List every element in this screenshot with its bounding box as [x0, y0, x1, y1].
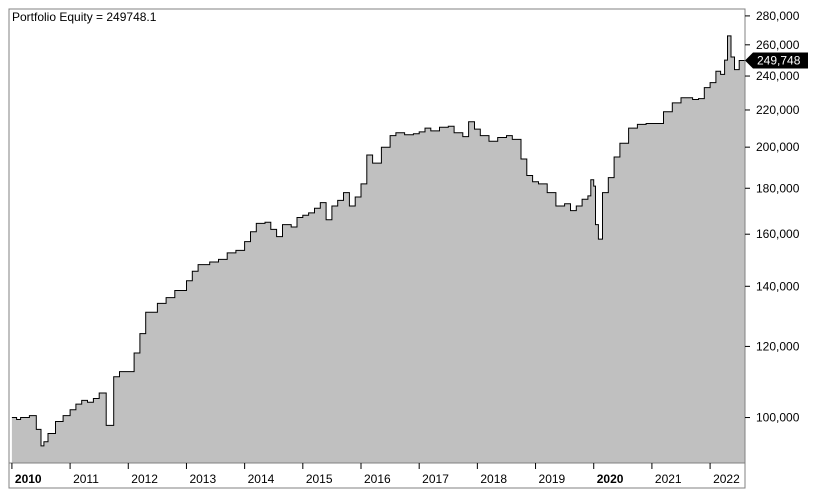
x-tick-label: 2014: [248, 472, 275, 486]
x-tick-label: 2010: [15, 472, 42, 486]
last-value-label: 249,748: [757, 54, 801, 68]
y-tick-label: 140,000: [756, 279, 800, 293]
equity-area: [11, 35, 745, 464]
y-tick-label: 200,000: [756, 140, 800, 154]
x-tick-label: 2022: [713, 472, 740, 486]
x-tick-label: 2012: [131, 472, 158, 486]
last-value-badge: [745, 52, 808, 69]
x-tick-label: 2019: [539, 472, 566, 486]
y-tick-label: 240,000: [756, 69, 800, 83]
y-tick-label: 280,000: [756, 9, 800, 23]
x-tick-label: 2017: [422, 472, 449, 486]
x-tick-label: 2013: [189, 472, 216, 486]
y-tick-label: 260,000: [756, 38, 800, 52]
x-tick-label: 2011: [73, 472, 99, 486]
x-tick-label: 2021: [655, 472, 682, 486]
chart-title: Portfolio Equity = 249748.1: [12, 10, 157, 24]
y-tick-label: 100,000: [756, 411, 800, 425]
x-tick-label: 2018: [480, 472, 507, 486]
x-tick-label: 2015: [306, 472, 333, 486]
x-tick-label: 2016: [364, 472, 391, 486]
equity-line: [11, 35, 745, 447]
x-tick-label: 2020: [597, 472, 624, 486]
y-tick-label: 180,000: [756, 181, 800, 195]
y-tick-label: 120,000: [756, 339, 800, 353]
y-tick-label: 220,000: [756, 103, 800, 117]
y-tick-label: 160,000: [756, 227, 800, 241]
